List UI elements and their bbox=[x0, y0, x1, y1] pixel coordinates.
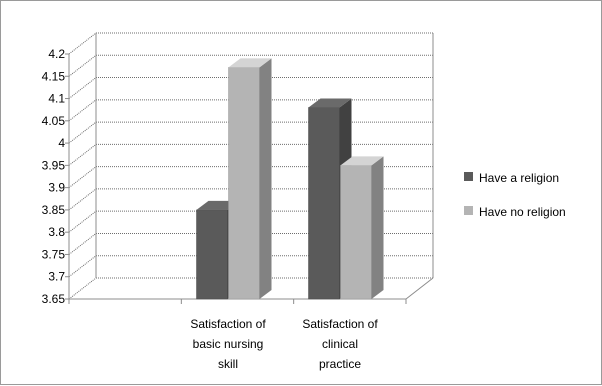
bar-side bbox=[371, 156, 384, 299]
bar-have-a-religion bbox=[196, 209, 228, 300]
y-tick-label: 4.2 bbox=[48, 47, 65, 61]
gridline-side bbox=[68, 233, 97, 255]
gridline-side bbox=[68, 255, 97, 278]
bar-top bbox=[228, 58, 272, 68]
y-tick-label: 4.05 bbox=[42, 114, 66, 128]
y-tick-label: 3.9 bbox=[48, 181, 65, 195]
category-label: clinical bbox=[322, 337, 358, 351]
y-tick-label: 3.65 bbox=[42, 292, 66, 306]
y-tick-label: 4.1 bbox=[48, 92, 65, 106]
y-tick-label: 3.8 bbox=[48, 225, 65, 239]
y-tick-label: 3.75 bbox=[42, 247, 66, 261]
y-tick-label: 3.85 bbox=[42, 203, 66, 217]
legend-swatch bbox=[464, 172, 473, 181]
legend-label: Have no religion bbox=[479, 205, 566, 219]
category-label: practice bbox=[319, 357, 361, 371]
gridline-side bbox=[68, 54, 97, 77]
gridline-side bbox=[68, 143, 97, 166]
gridline-side bbox=[68, 77, 97, 99]
gridline-side bbox=[68, 210, 97, 233]
category-label: Satisfaction of bbox=[302, 317, 378, 331]
bar-have-a-religion bbox=[308, 107, 340, 300]
y-tick-labels: 3.65 3.7 3.75 3.8 3.85 3.9 3.95 4 4.05 4.1 4.15 4.2 bbox=[42, 47, 66, 306]
gridline-side bbox=[68, 188, 97, 211]
legend-swatch bbox=[464, 206, 473, 215]
category-label: basic nursing bbox=[193, 337, 264, 351]
legend-label: Have a religion bbox=[479, 171, 559, 185]
bar-have-no-religion bbox=[340, 165, 372, 300]
bar-top bbox=[340, 156, 384, 166]
gridline-side bbox=[68, 121, 97, 144]
y-tick-label: 3.95 bbox=[42, 158, 66, 172]
legend: Have a religion Have no religion bbox=[464, 171, 566, 219]
bar-top bbox=[308, 98, 352, 108]
y-tick-label: 4 bbox=[58, 136, 65, 150]
floor-right-edge bbox=[405, 277, 434, 300]
gridline-side bbox=[68, 277, 97, 300]
category-label: Satisfaction of bbox=[190, 317, 266, 331]
category-labels: Satisfaction of basic nursing skill Satisfa… bbox=[190, 317, 378, 371]
bar-side bbox=[259, 58, 272, 300]
bar-have-no-religion bbox=[228, 67, 260, 300]
gridline-side bbox=[68, 32, 97, 55]
category-label: skill bbox=[218, 357, 238, 371]
bars bbox=[196, 58, 384, 300]
y-tick-label: 3.7 bbox=[48, 270, 65, 284]
gridline-side bbox=[68, 166, 97, 189]
y-tick-label: 4.15 bbox=[42, 69, 66, 83]
gridline-side bbox=[68, 99, 97, 122]
